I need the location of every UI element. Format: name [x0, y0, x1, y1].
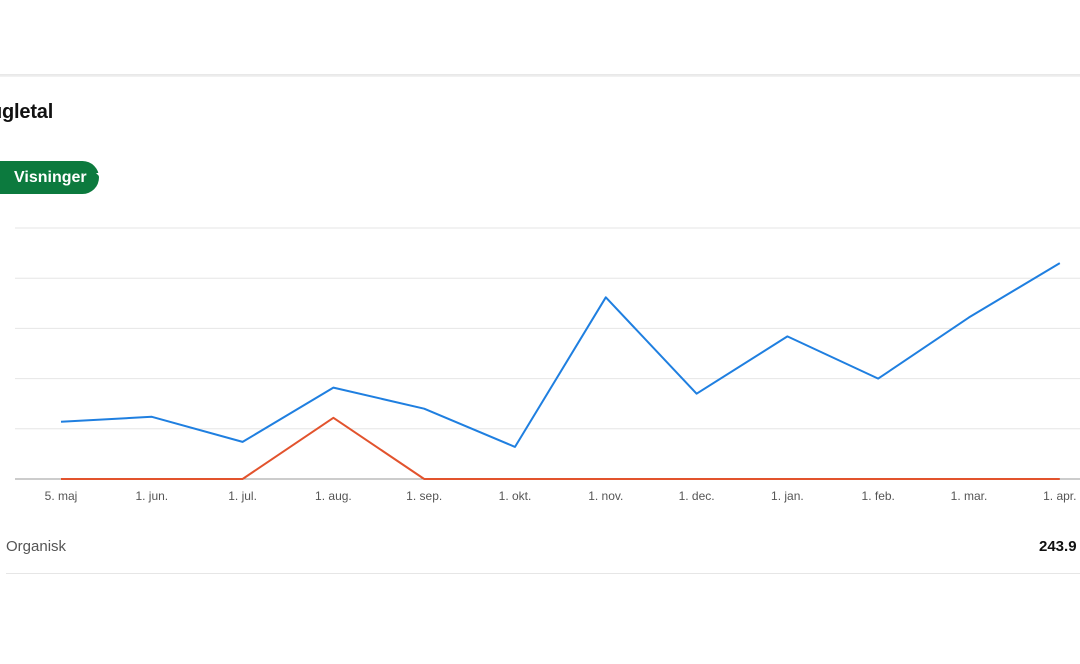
- series-line-2: [61, 416, 1060, 480]
- x-tick-label: 1. mar.: [951, 489, 988, 503]
- caret-down-icon: [95, 173, 106, 179]
- series-line-1: [60, 262, 1061, 448]
- x-tick-label: 1. jan.: [771, 489, 804, 503]
- metric-dropdown-button[interactable]: Visninger: [0, 161, 106, 194]
- x-tick-label: 1. aug.: [315, 489, 352, 503]
- x-tick-label: 1. jul.: [228, 489, 257, 503]
- metric-dropdown-label: Visninger: [14, 169, 87, 186]
- legend-value: 243.9: [1039, 538, 1077, 555]
- legend-row-organisk[interactable]: Organisk 243.9: [6, 530, 1080, 574]
- x-axis-ticks: 5. maj 1. jun. 1. jul. 1. aug. 1. sep. 1. okt…: [45, 489, 1077, 503]
- series-lines: [60, 262, 1061, 480]
- grid-lines: [15, 227, 1080, 480]
- header-divider: [0, 74, 1080, 77]
- top-bar: [0, 0, 1080, 75]
- x-tick-label: 1. sep.: [406, 489, 442, 503]
- x-tick-label: 1. dec.: [679, 489, 715, 503]
- legend-label: Organisk: [6, 538, 67, 555]
- x-tick-label: 1. apr.: [1043, 489, 1076, 503]
- x-tick-label: 1. okt.: [499, 489, 532, 503]
- page-title: ugletal: [0, 101, 54, 123]
- x-tick-label: 5. maj: [45, 489, 78, 503]
- x-tick-label: 1. jun.: [135, 489, 168, 503]
- x-tick-label: 1. nov.: [588, 489, 623, 503]
- x-tick-label: 1. feb.: [862, 489, 895, 503]
